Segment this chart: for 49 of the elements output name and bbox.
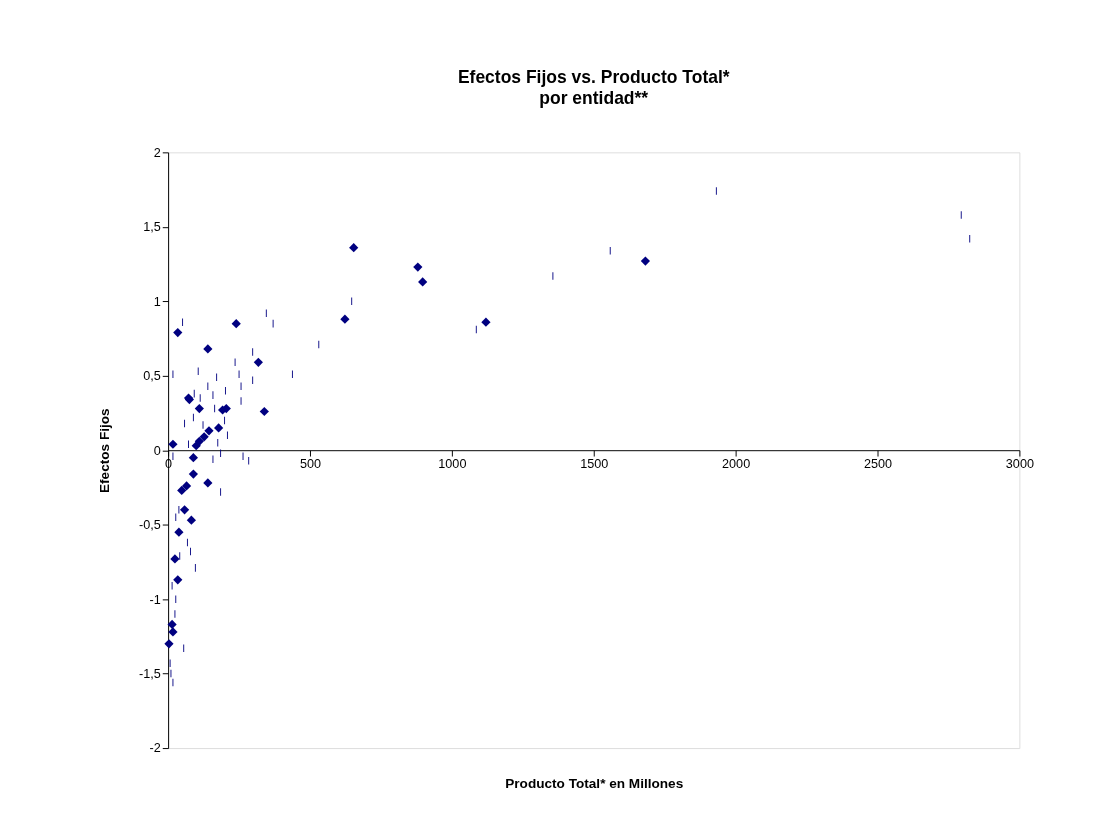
x-tick-label: 1500	[580, 457, 609, 472]
x-tick-label: 2500	[863, 457, 893, 472]
point	[481, 317, 491, 327]
point	[259, 406, 269, 417]
y-tick-label: 1	[153, 294, 161, 309]
point	[231, 319, 241, 329]
point	[173, 327, 183, 338]
point	[214, 423, 224, 433]
point	[164, 639, 174, 649]
point	[413, 262, 423, 272]
point	[418, 277, 428, 287]
point	[179, 505, 190, 515]
x-tick-label: 2000	[722, 457, 751, 472]
point	[194, 403, 204, 414]
point	[191, 441, 201, 451]
point	[173, 575, 183, 585]
point	[253, 357, 263, 367]
y-tick-label: 0,5	[143, 369, 161, 384]
point	[174, 527, 184, 537]
point	[170, 554, 180, 564]
point	[640, 256, 651, 266]
point	[181, 481, 192, 491]
x-tick-label: 1000	[438, 457, 467, 472]
point	[203, 344, 213, 354]
point	[177, 485, 187, 496]
chart-title: Efectos Fijos vs. Producto Total*	[457, 67, 730, 88]
point	[188, 469, 198, 479]
point	[204, 426, 214, 436]
y-tick-label: 2	[153, 145, 161, 160]
point	[349, 243, 359, 253]
point	[168, 627, 178, 637]
point	[203, 478, 213, 488]
y-tick-label: -1	[149, 592, 161, 607]
y-tick-label: -0,5	[139, 518, 161, 533]
x-tick-label: 3000	[1005, 457, 1034, 472]
y-tick-label: 0	[153, 443, 161, 458]
point	[167, 619, 177, 630]
point	[340, 314, 350, 324]
chart-subtitle: por entidad**	[539, 87, 649, 108]
y-tick-label: -1,5	[139, 666, 161, 681]
x-tick-label: 500	[299, 457, 322, 472]
point	[199, 432, 209, 442]
x-axis-title: Producto Total* en Millones	[505, 776, 684, 792]
y-axis-title: Efectos Fijos	[96, 408, 112, 494]
y-tick-label: 1,5	[143, 220, 161, 235]
y-tick-label: -2	[149, 741, 161, 756]
point	[188, 453, 198, 463]
point	[168, 439, 178, 449]
point	[186, 515, 196, 525]
